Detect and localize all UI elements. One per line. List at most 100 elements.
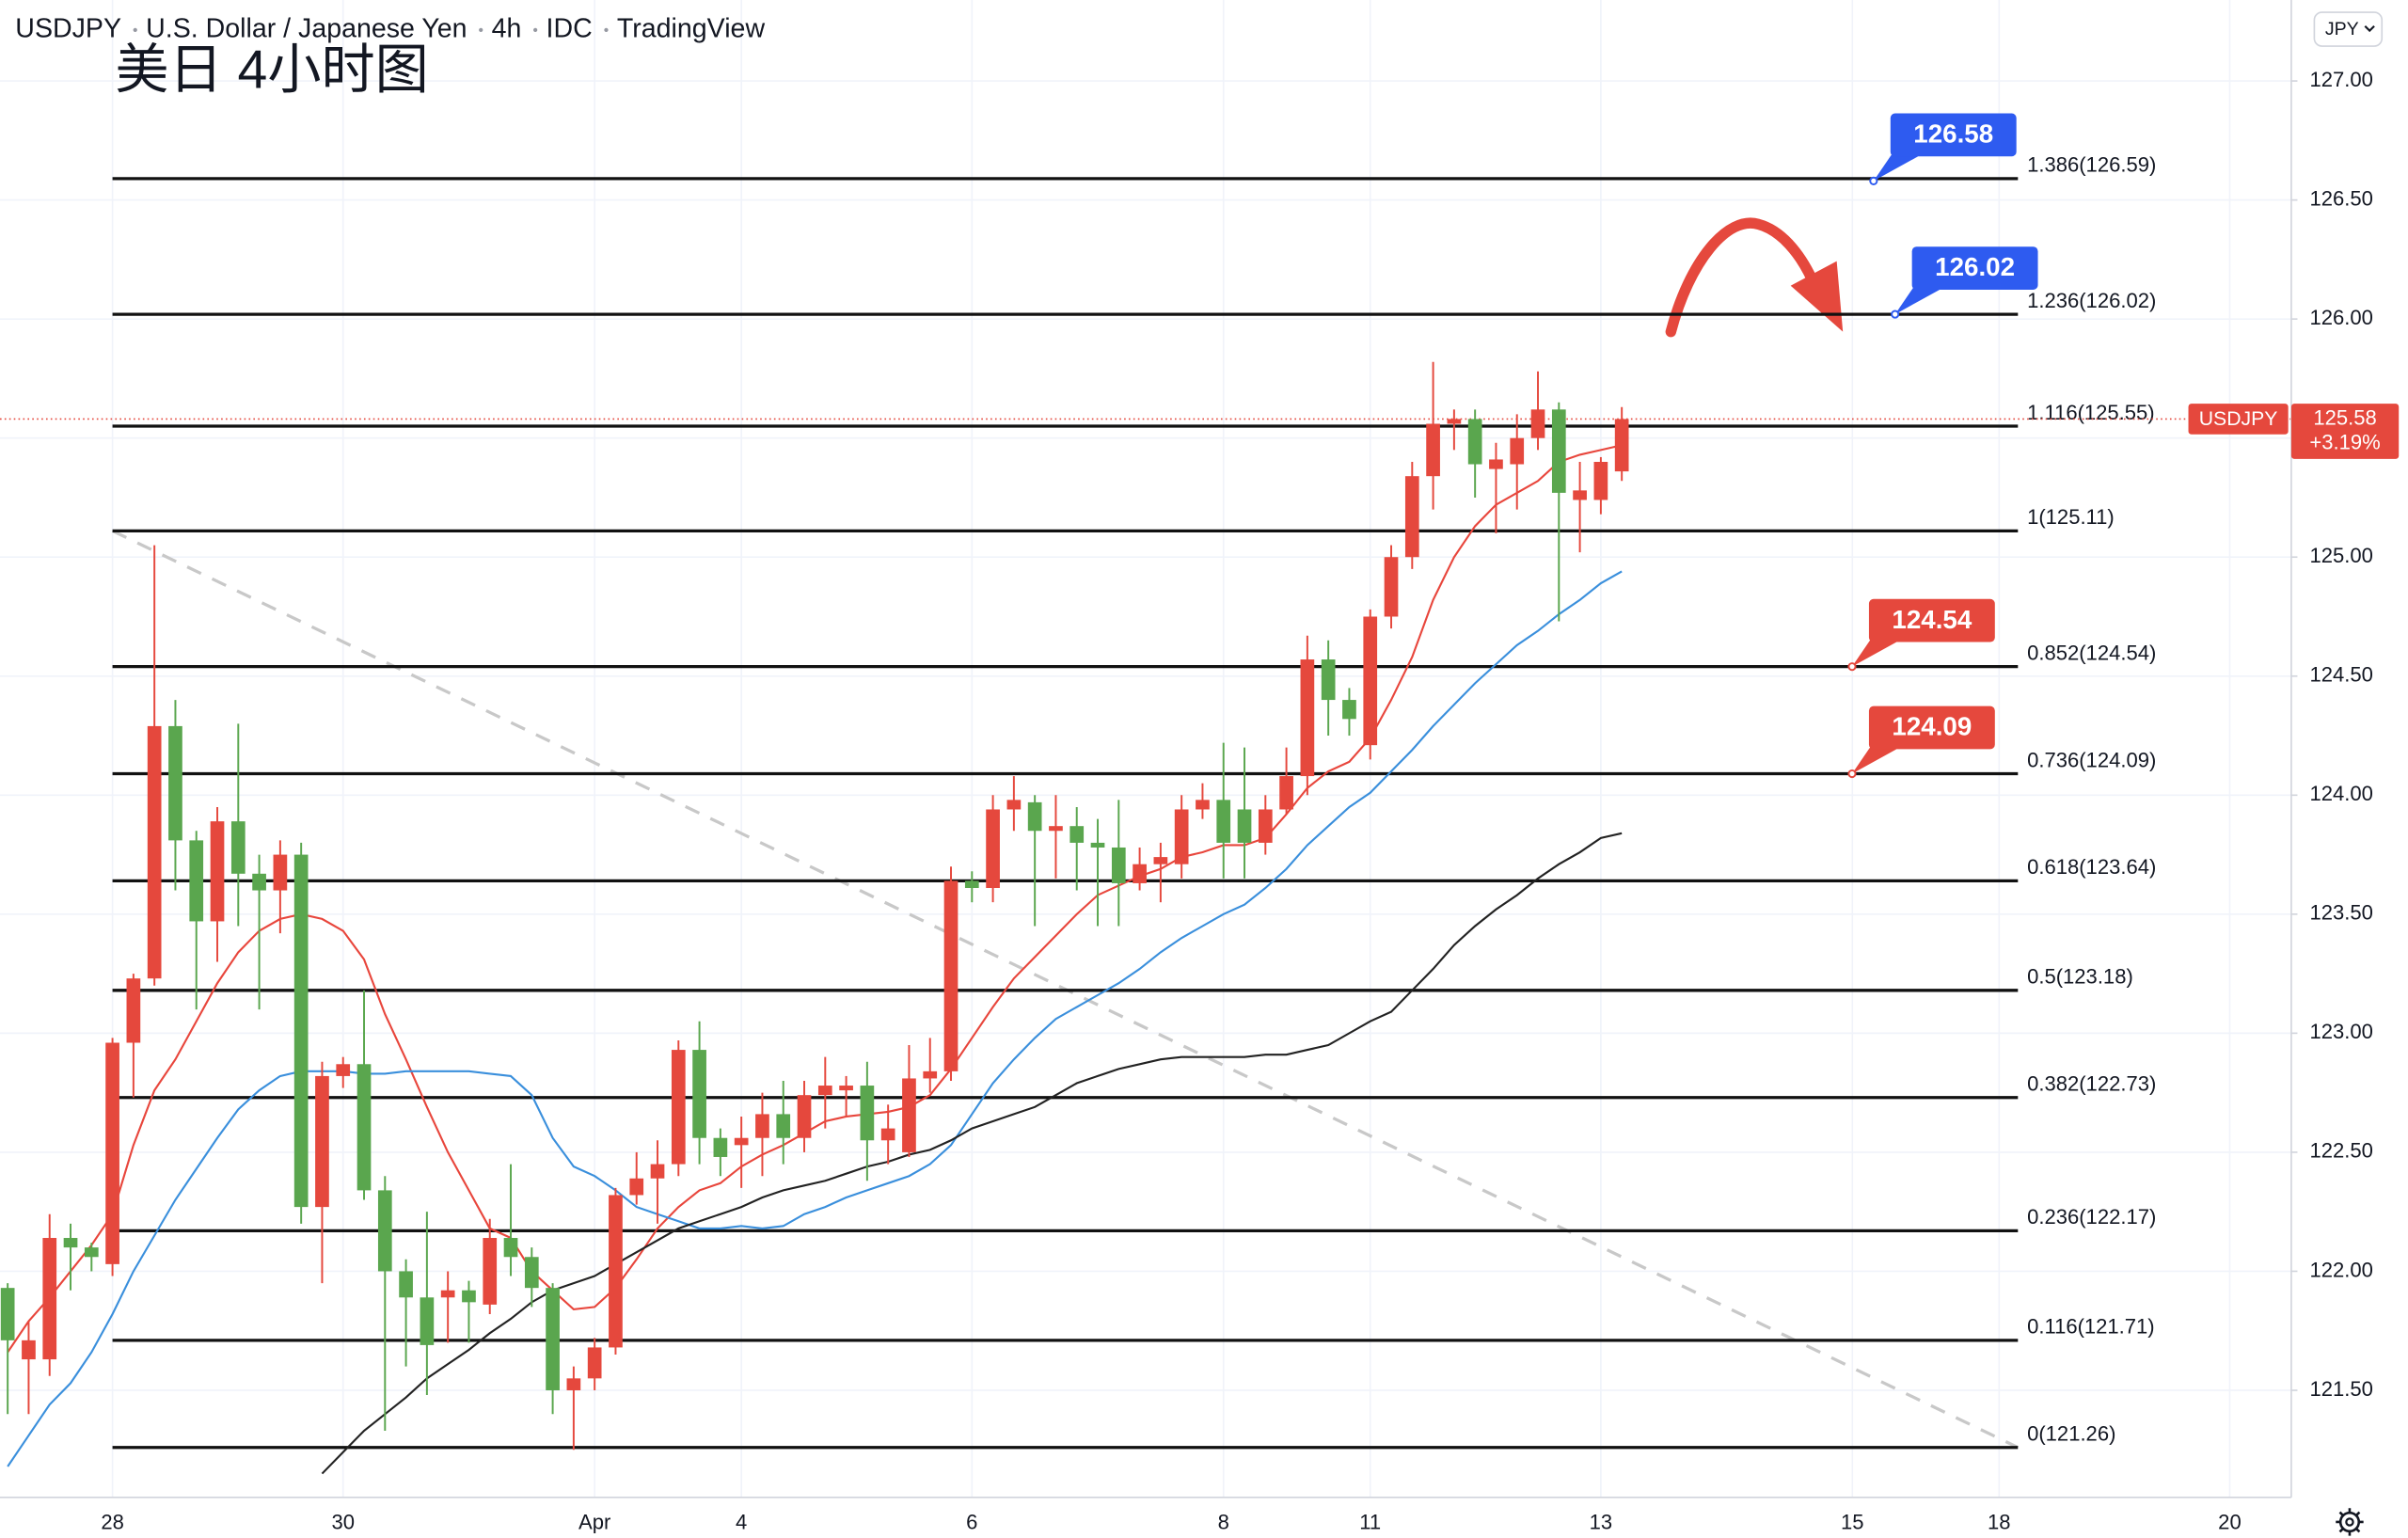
y-tick-label: 122.00 — [2310, 1258, 2373, 1281]
candle-body — [420, 1297, 435, 1345]
candle-body — [1447, 419, 1462, 424]
candle-body — [1006, 800, 1022, 810]
candle-body — [336, 1064, 351, 1076]
callout-anchor — [1847, 769, 1857, 779]
candle-body — [943, 880, 958, 1071]
gear-teeth[interactable] — [2336, 1508, 2364, 1536]
candle-body — [1489, 459, 1503, 469]
currency-button[interactable]: JPY — [2313, 11, 2384, 47]
y-tick-label: 122.50 — [2310, 1139, 2373, 1163]
candle-body — [1049, 826, 1063, 832]
callout-label: 124.09 — [1892, 712, 1972, 741]
y-tick-label: 124.00 — [2310, 782, 2373, 805]
price-axis-bg — [2290, 0, 2408, 1538]
candle-body — [42, 1238, 57, 1360]
callout-anchor — [1891, 309, 1900, 319]
x-tick-label: 4 — [736, 1510, 747, 1533]
price-badge — [2290, 404, 2400, 459]
candle-body — [1551, 409, 1566, 493]
candle-body — [22, 1340, 36, 1360]
candle-body — [377, 1190, 392, 1272]
fib-label: 0.618(123.64) — [2027, 855, 2156, 879]
x-tick-label: Apr — [578, 1510, 610, 1533]
candle-body — [546, 1288, 560, 1390]
gear-hub[interactable] — [2345, 1517, 2354, 1527]
moving-average — [7, 570, 1623, 1467]
callout-anchor — [1847, 662, 1857, 672]
candle-body — [230, 821, 246, 874]
candle-body — [964, 880, 979, 888]
candle-body — [315, 1075, 329, 1208]
candle-body — [629, 1178, 644, 1196]
candle-body — [1593, 461, 1608, 500]
candle-body — [1069, 826, 1085, 843]
candle-body — [524, 1257, 539, 1289]
candle-body — [293, 854, 309, 1208]
y-tick-label: 121.50 — [2310, 1377, 2373, 1401]
candle-body — [986, 809, 1000, 888]
candle-body — [1216, 800, 1231, 843]
fib-label: 0.382(122.73) — [2027, 1071, 2156, 1095]
time-axis-bg — [0, 1497, 2408, 1538]
callout-anchor — [1869, 176, 1878, 185]
header-item: 4h — [492, 13, 522, 43]
currency-label[interactable]: JPY — [2325, 19, 2359, 40]
candle-body — [462, 1290, 476, 1303]
x-tick-label: 20 — [2218, 1510, 2242, 1533]
header-separator — [479, 27, 483, 32]
y-tick-label: 126.00 — [2310, 306, 2373, 329]
candle-body — [1300, 659, 1315, 777]
candle-body — [1384, 557, 1399, 617]
candle-body — [755, 1114, 769, 1138]
candle-body — [440, 1290, 455, 1298]
symbol-label: USDJPY — [2199, 408, 2278, 430]
candle-body — [252, 873, 266, 891]
candle-body — [1258, 809, 1273, 843]
candle-body — [1279, 776, 1293, 810]
candle-body — [880, 1128, 895, 1141]
fib-label: 0.5(123.18) — [2027, 965, 2133, 989]
currency-chevron[interactable] — [2364, 25, 2375, 33]
candle-body — [1090, 842, 1105, 848]
y-tick-label: 125.00 — [2310, 544, 2373, 567]
candle-body — [692, 1050, 706, 1138]
y-tick-label: 124.50 — [2310, 663, 2373, 687]
x-tick-label: 28 — [101, 1510, 124, 1533]
x-tick-label: 8 — [1218, 1510, 1229, 1533]
candle-body — [923, 1070, 938, 1079]
callout-box — [1868, 598, 1995, 642]
y-tick-label: 127.00 — [2310, 68, 2373, 91]
settings-icon[interactable] — [2336, 1508, 2364, 1536]
symbol-badge — [2188, 404, 2289, 435]
x-tick-label: 6 — [966, 1510, 977, 1533]
curved-arrow — [1665, 217, 1818, 338]
fib-label: 0(121.26) — [2027, 1421, 2115, 1445]
candle-body — [84, 1247, 99, 1258]
candle-body — [273, 854, 288, 891]
candle-body — [210, 821, 225, 922]
candle-body — [1530, 409, 1545, 438]
x-tick-label: 13 — [1590, 1510, 1613, 1533]
callout-label: 126.58 — [1913, 119, 1993, 149]
candle-body — [126, 978, 141, 1043]
chart-title: 美日 4小时图 — [115, 40, 428, 100]
y-tick-label: 123.50 — [2310, 901, 2373, 925]
x-tick-label: 18 — [1988, 1510, 2011, 1533]
y-tick-label: 126.50 — [2310, 186, 2373, 210]
header-item: U.S. Dollar / Japanese Yen — [146, 13, 467, 43]
header-item: IDC — [547, 13, 593, 43]
callout-label: 126.02 — [1935, 252, 2015, 281]
currency-button-box[interactable] — [2313, 11, 2384, 47]
candle-body — [671, 1050, 686, 1165]
candle-body — [1614, 419, 1629, 472]
candle-body — [902, 1078, 916, 1152]
x-tick-label: 15 — [1841, 1510, 1864, 1533]
candle-body — [1196, 800, 1210, 810]
grid — [0, 0, 2291, 1498]
last-price-label: 125.58 — [2313, 405, 2376, 429]
plot: 1.386(126.59) 1.236(126.02) 1.116(125.55) 1… — [0, 113, 2291, 1475]
y-tick-label: 123.00 — [2310, 1020, 2373, 1043]
candle-body — [189, 840, 204, 922]
